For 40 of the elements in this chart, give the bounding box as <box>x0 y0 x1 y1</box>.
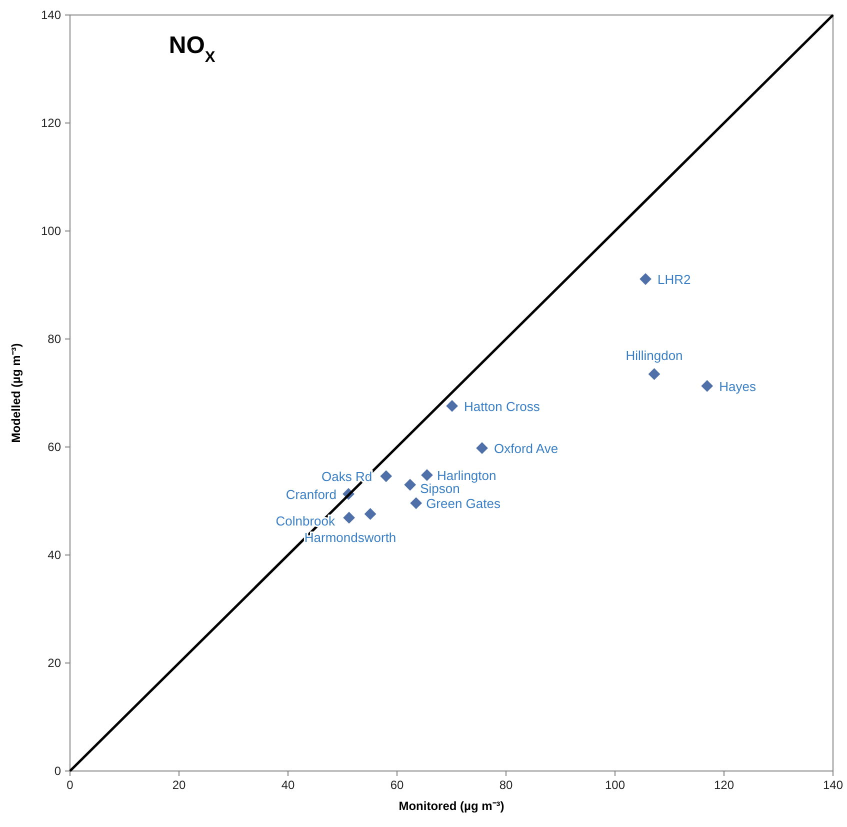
y-tick-label: 0 <box>54 764 62 778</box>
y-tick-label: 140 <box>40 8 62 22</box>
x-tick-label: 80 <box>499 778 513 792</box>
point <box>404 478 416 491</box>
x-tick-label: 60 <box>390 778 404 792</box>
point <box>446 400 458 412</box>
point <box>421 469 433 482</box>
y-tick-label: 40 <box>48 548 62 562</box>
point <box>410 497 422 510</box>
y-tick-label: 20 <box>48 656 62 670</box>
x-axis-title: Monitored (µg m⁻³) <box>398 799 504 813</box>
x-tick-label: 100 <box>604 778 626 792</box>
point <box>640 273 652 285</box>
y-tick-label: 80 <box>48 332 62 346</box>
annotation: Sipson <box>420 480 460 496</box>
annotation: Hatton Cross <box>464 398 540 414</box>
y-axis-title: Modelled (µg m⁻³) <box>9 343 23 443</box>
annotation: LHR2 <box>658 272 691 288</box>
point <box>364 508 376 520</box>
x-tick-label: 0 <box>66 778 74 792</box>
y-tick-label: 100 <box>40 224 62 238</box>
point <box>380 470 392 482</box>
x-tick-label: 120 <box>714 778 734 792</box>
annotation: Hayes <box>719 378 756 394</box>
annotation: Oxford Ave <box>494 441 558 456</box>
point <box>343 512 355 524</box>
annotation: Cranford <box>286 486 336 502</box>
annotation: Green Gates <box>426 496 501 512</box>
point <box>648 368 660 380</box>
x-tick-label: 40 <box>281 778 295 792</box>
text: NO$_{X}$ <box>168 32 216 66</box>
annotation: Hillingdon <box>626 348 683 364</box>
y-tick-label: 120 <box>40 116 62 130</box>
x-tick-label: 140 <box>822 778 844 792</box>
point <box>701 380 714 392</box>
x-tick-label: 20 <box>172 778 186 792</box>
point <box>476 442 488 454</box>
annotation: Harlington <box>436 468 496 484</box>
annotation: Harmondsworth <box>304 530 396 545</box>
y-tick-label: 60 <box>48 440 62 454</box>
